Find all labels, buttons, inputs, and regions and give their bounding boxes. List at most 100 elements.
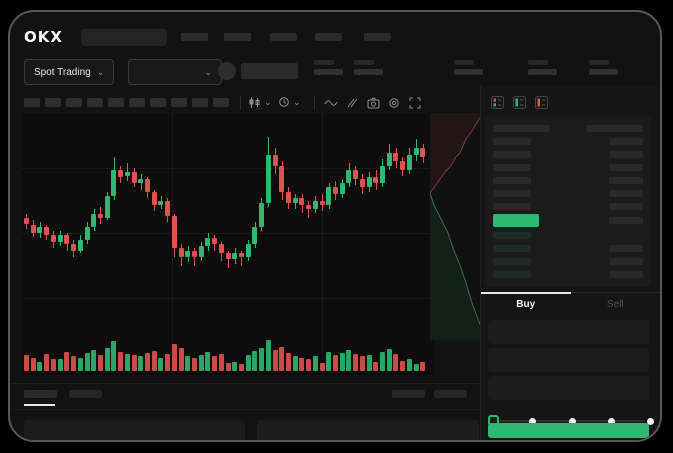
candle [158, 200, 164, 205]
nav-item-placeholder[interactable] [270, 33, 297, 41]
okx-logo: OKX [24, 28, 63, 46]
candle-wick [308, 200, 310, 218]
volume-bar [84, 353, 90, 371]
nav-item-placeholder[interactable] [224, 33, 251, 41]
timeframe-button-placeholder[interactable] [66, 98, 82, 107]
volume-bar [319, 363, 325, 371]
candle [259, 202, 265, 227]
slider-stop[interactable] [647, 417, 654, 425]
volume-bar [285, 353, 291, 371]
sell-tab[interactable]: Sell [571, 293, 661, 315]
book-amount-placeholder [609, 138, 643, 145]
orders-tab-active[interactable] [24, 390, 57, 398]
indicator-line-button[interactable] [324, 97, 338, 109]
trade-sidebar: Buy Sell [480, 86, 660, 440]
buy-submit-button[interactable] [488, 423, 649, 438]
volume-bar [245, 355, 251, 371]
interval-dropdown[interactable]: ⌄ [278, 96, 301, 108]
chart-settings-button[interactable] [388, 97, 400, 109]
bottom-action-placeholder[interactable] [434, 390, 467, 398]
volume-bar [185, 356, 191, 371]
nav-item-placeholder[interactable] [364, 33, 391, 41]
slider-stop[interactable] [568, 417, 576, 425]
timeframe-button-placeholder[interactable] [129, 98, 145, 107]
bid-row[interactable] [485, 245, 651, 252]
total-input[interactable] [488, 376, 649, 400]
candle [91, 213, 97, 227]
ask-row[interactable] [485, 138, 651, 145]
book-bids-view-icon[interactable] [513, 96, 526, 109]
candle [178, 248, 184, 258]
book-amount-placeholder [609, 258, 643, 265]
slider-stop[interactable] [529, 417, 537, 425]
camera-icon [367, 97, 380, 109]
screenshot-button[interactable] [367, 97, 380, 109]
ask-row[interactable] [485, 203, 651, 210]
timeframe-button-placeholder[interactable] [24, 98, 40, 107]
bottom-action-placeholder[interactable] [392, 390, 425, 398]
timeframe-button-placeholder[interactable] [87, 98, 103, 107]
volume-bar [138, 356, 144, 371]
bid-row[interactable] [485, 258, 651, 265]
candle [353, 170, 359, 179]
order-history-tab[interactable] [69, 390, 102, 398]
book-asks-view-icon[interactable] [535, 96, 548, 109]
candle-style-dropdown[interactable]: ⌄ [248, 96, 272, 109]
book-header-row[interactable] [485, 125, 651, 132]
timeframe-button-placeholder[interactable] [45, 98, 61, 107]
sell-tab-label: Sell [606, 298, 624, 310]
timeframe-button-placeholder[interactable] [150, 98, 166, 107]
candle [165, 200, 171, 216]
price-input[interactable] [488, 320, 649, 344]
volume-bar [420, 362, 426, 371]
fullscreen-button[interactable] [409, 97, 421, 109]
slider-stop[interactable] [607, 417, 615, 425]
candle [319, 200, 325, 205]
pair-selector-dropdown[interactable]: ⌄ [128, 59, 222, 85]
stat-value-placeholder [454, 69, 483, 75]
book-amount-placeholder [609, 203, 643, 210]
volume-bar [97, 355, 103, 371]
volume-bar [326, 352, 332, 371]
compare-layers-button[interactable] [346, 97, 359, 109]
price-chart[interactable] [22, 113, 434, 375]
ask-row[interactable] [485, 190, 651, 197]
candle [393, 152, 399, 162]
timeframe-button-placeholder[interactable] [108, 98, 124, 107]
volume-bar [346, 350, 352, 371]
volume-bar [37, 362, 43, 371]
candle [138, 178, 144, 184]
book-amount-placeholder [609, 190, 643, 197]
candle [292, 198, 298, 203]
candle [359, 178, 365, 188]
ask-row[interactable] [485, 164, 651, 171]
timeframe-button-placeholder[interactable] [192, 98, 208, 107]
candle [339, 183, 345, 194]
timeframe-button-placeholder[interactable] [171, 98, 187, 107]
ask-row[interactable] [485, 151, 651, 158]
bid-row[interactable] [485, 232, 651, 239]
buy-tab[interactable]: Buy [481, 292, 571, 315]
market-type-dropdown[interactable]: Spot Trading ⌄ [24, 59, 115, 85]
wave-icon [324, 100, 338, 106]
nav-item-placeholder[interactable] [181, 33, 208, 41]
timeframe-button-placeholder[interactable] [213, 98, 229, 107]
app-window: OKX Spot Trading ⌄ ⌄ [8, 10, 662, 442]
amount-input[interactable] [488, 348, 649, 372]
book-amount-placeholder [609, 245, 643, 252]
candle [326, 187, 332, 205]
book-split-view-icon[interactable] [491, 96, 504, 109]
bid-row[interactable] [485, 271, 651, 278]
top-nav: OKX [24, 24, 648, 50]
last-price-row[interactable] [485, 214, 651, 228]
stat-value-placeholder [589, 69, 618, 75]
ask-row[interactable] [485, 177, 651, 184]
search-input[interactable] [81, 29, 167, 46]
candle [24, 217, 29, 225]
candle [218, 244, 224, 253]
book-price-placeholder [493, 125, 549, 132]
candle [238, 252, 244, 258]
candle [212, 237, 218, 244]
volume-bar [44, 354, 50, 371]
nav-item-placeholder[interactable] [315, 33, 342, 41]
